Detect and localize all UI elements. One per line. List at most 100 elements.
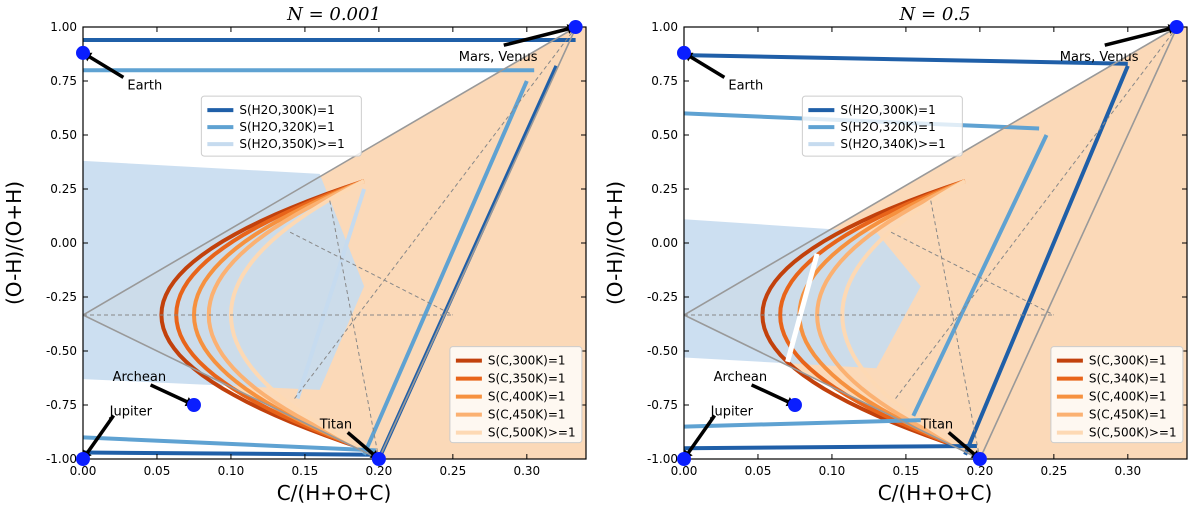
- h2o-lower-2: [684, 418, 921, 429]
- x-tick-label: 0.15: [292, 464, 319, 478]
- annotation-arrow: [503, 25, 577, 47]
- c-legend-label: S(C,450K)=1: [1089, 408, 1167, 422]
- c-legend-label: S(C,300K)=1: [488, 354, 566, 368]
- y-tick-label: -0.50: [46, 344, 77, 358]
- h2o-lower-2: [83, 435, 376, 453]
- data-point: [186, 398, 201, 412]
- annotation-arrow: [1104, 25, 1178, 47]
- x-tick-label: 0.20: [967, 464, 994, 478]
- h2o-legend-label: S(H2O,350K)>=1: [239, 137, 344, 151]
- x-tick-label: 0.15: [893, 464, 920, 478]
- h2o-upper-1: [684, 53, 1128, 66]
- point-label: Jupiter: [710, 404, 754, 419]
- data-point: [76, 45, 90, 60]
- y-axis-label: (O-H)/(O+H): [2, 181, 26, 305]
- h2o-diag-2: [362, 80, 529, 456]
- c-legend-label: S(C,300K)=1: [1089, 354, 1167, 368]
- data-point: [677, 452, 691, 466]
- c-legend-box: [449, 346, 583, 444]
- y-tick-label: 0.75: [651, 74, 678, 88]
- point-label: Mars, Venus: [1060, 50, 1139, 65]
- point-label: Archean: [113, 370, 167, 385]
- boundary-line: [979, 27, 1178, 459]
- y-tick-label: -0.25: [647, 290, 678, 304]
- y-tick-label: 0.75: [50, 74, 77, 88]
- c-legend-label: S(C,350K)=1: [488, 372, 566, 386]
- point-label: Archean: [714, 370, 768, 385]
- y-tick-label: 1.00: [50, 20, 77, 34]
- chart-title: N = 0.5: [899, 4, 971, 25]
- data-point: [972, 452, 987, 466]
- x-tick-label: 0.10: [218, 464, 245, 478]
- x-tick-label: 0.25: [1040, 464, 1067, 478]
- c-legend-box: [1050, 346, 1184, 444]
- c-legend-label: S(C,340K)=1: [1089, 372, 1167, 386]
- data-point: [1169, 20, 1184, 34]
- chart-title: N = 0.001: [286, 4, 381, 25]
- y-tick-label: 1.00: [651, 20, 678, 34]
- data-point: [568, 20, 583, 34]
- x-tick-label: 0.05: [144, 464, 171, 478]
- c-curve-4: [206, 179, 365, 451]
- y-tick-label: -0.75: [647, 398, 678, 412]
- y-tick-label: 0.25: [50, 182, 77, 196]
- y-tick-label: -1.00: [46, 452, 77, 466]
- x-tick-label: 0.05: [745, 464, 772, 478]
- c-legend-label: S(C,500K)>=1: [488, 426, 576, 440]
- h2o-legend-label: S(H2O,300K)=1: [239, 103, 334, 117]
- c-legend-label: S(C,400K)=1: [488, 390, 566, 404]
- dashed-line: [890, 231, 1055, 316]
- data-point: [371, 452, 386, 466]
- c-legend-label: S(C,400K)=1: [1089, 390, 1167, 404]
- h2o-lower-1: [684, 444, 977, 451]
- h2o-legend-label: S(H2O,320K)=1: [239, 120, 334, 134]
- dashed-line: [294, 27, 577, 399]
- y-tick-label: 0.00: [50, 236, 77, 250]
- data-point: [787, 398, 802, 412]
- x-axis-label: C/(H+O+C): [277, 481, 392, 505]
- point-label: Earth: [728, 78, 763, 93]
- dashed-line: [895, 27, 1178, 399]
- boundary-line: [83, 27, 577, 459]
- x-tick-label: 0.25: [439, 464, 466, 478]
- data-point: [677, 45, 691, 60]
- y-tick-label: -0.25: [46, 290, 77, 304]
- h2o-legend-box: [200, 95, 362, 157]
- x-tick-label: 0.20: [366, 464, 393, 478]
- y-tick-label: 0.25: [651, 182, 678, 196]
- h2o-diag-2: [911, 134, 1049, 417]
- h2o-legend-label: S(H2O,320K)=1: [840, 120, 935, 134]
- point-label: Titan: [319, 417, 352, 432]
- y-tick-label: 0.50: [651, 128, 678, 142]
- x-tick-label: 0.10: [819, 464, 846, 478]
- h2o-legend-label: S(H2O,300K)=1: [840, 103, 935, 117]
- y-tick-label: -0.75: [46, 398, 77, 412]
- y-tick-label: 0.50: [50, 128, 77, 142]
- x-tick-label: 0.00: [671, 464, 698, 478]
- right-panel: 0.00 0.05 0.10 0.15 0.20 0.25 0.30 -1.00 -0.75 -0…: [603, 4, 1188, 505]
- point-label: Titan: [920, 417, 953, 432]
- h2o-lower-1: [83, 450, 379, 457]
- x-tick-label: 0.30: [1114, 464, 1141, 478]
- y-tick-label: -0.50: [647, 344, 678, 358]
- point-label: Earth: [127, 78, 162, 93]
- y-tick-label: 0.00: [651, 236, 678, 250]
- c-curve-2: [778, 179, 966, 451]
- boundary-line: [378, 27, 577, 459]
- c-legend-label: S(C,500K)>=1: [1089, 426, 1177, 440]
- point-label: Jupiter: [109, 404, 153, 419]
- h2o-line-3: [295, 188, 366, 400]
- c-curve-5: [840, 179, 967, 451]
- x-tick-label: 0.00: [70, 464, 97, 478]
- x-axis-label: C/(H+O+C): [878, 481, 993, 505]
- x-tick-label: 0.30: [513, 464, 540, 478]
- data-point: [76, 452, 90, 466]
- h2o-diag-1: [963, 65, 1130, 456]
- y-tick-label: -1.00: [647, 452, 678, 466]
- h2o-legend-box: [801, 95, 963, 157]
- h2o-legend-label: S(H2O,340K)>=1: [840, 137, 945, 151]
- annotation-arrow: [682, 414, 717, 461]
- left-panel: 0.00 0.05 0.10 0.15 0.20 0.25 0.30 -1.00 -0.75 -0…: [2, 4, 587, 505]
- y-axis-label: (O-H)/(O+H): [603, 181, 627, 305]
